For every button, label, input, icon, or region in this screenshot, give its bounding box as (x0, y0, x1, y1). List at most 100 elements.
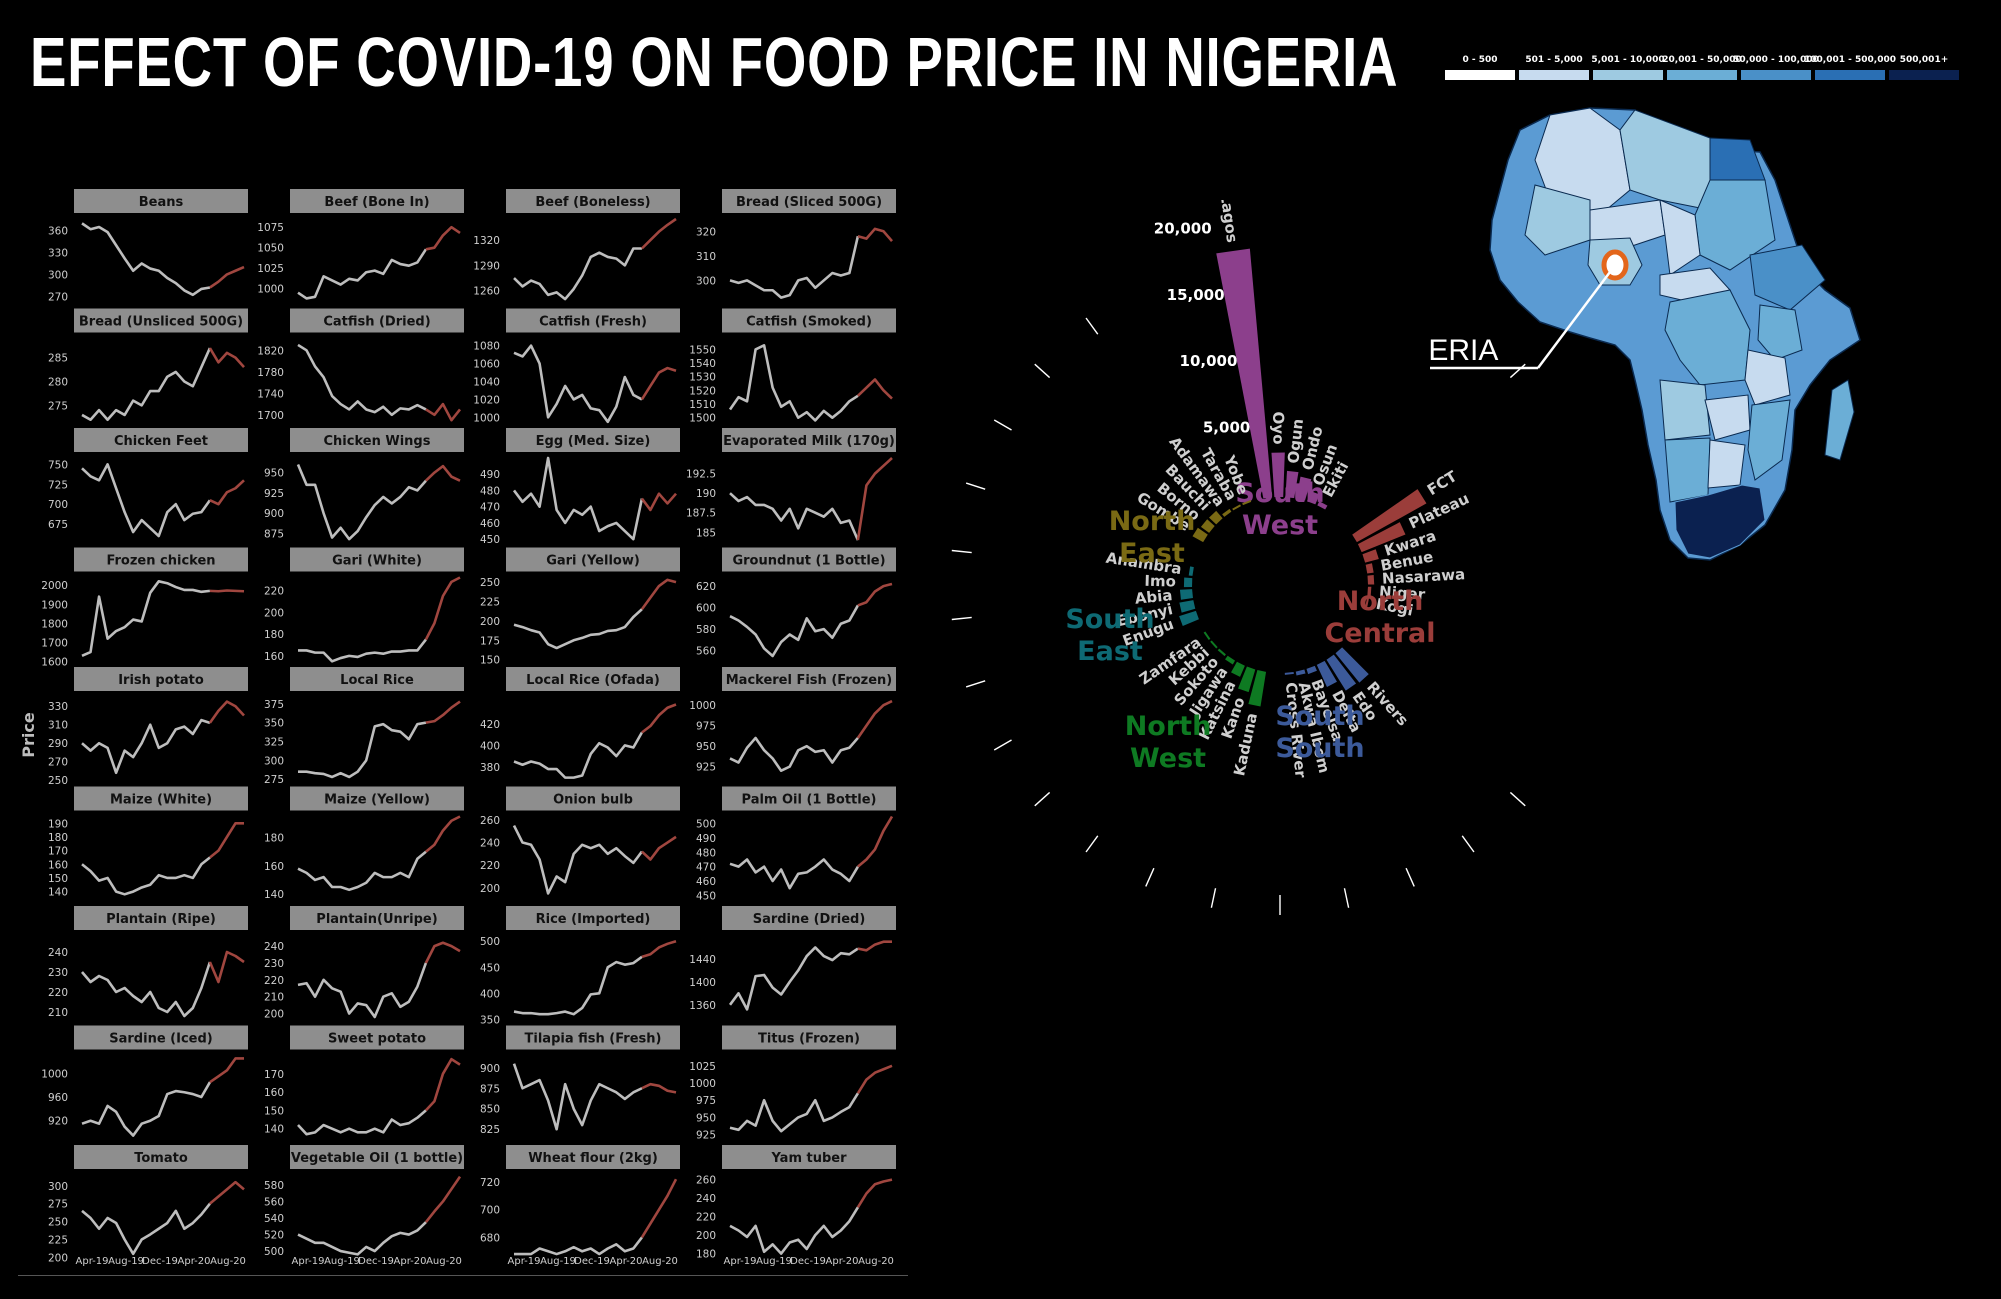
y-tick-label: 160 (264, 1087, 284, 1099)
state-bar (1295, 669, 1306, 676)
panel-title: Beef (Bone In) (324, 195, 429, 210)
y-tick-label: 1510 (689, 399, 716, 411)
panel-title: Mackerel Fish (Frozen) (726, 673, 893, 688)
y-tick-label: 220 (264, 586, 284, 598)
series-line-pre-covid (513, 731, 644, 779)
y-tick-label: 875 (264, 528, 284, 540)
state-bar (1271, 452, 1285, 498)
series-line-covid (640, 217, 677, 250)
y-tick-label: 210 (264, 992, 284, 1004)
panel-title: Vegetable Oil (1 bottle) (291, 1151, 463, 1166)
state-bar (1335, 647, 1369, 683)
y-tick-label: 1440 (689, 954, 716, 966)
ring-tick (1085, 835, 1099, 853)
state-bar (1232, 504, 1241, 511)
y-tick-label: 200 (264, 1009, 284, 1021)
panel-beef-bone-in-: Beef (Bone In) 1075 1050 1025 1000 (257, 189, 464, 300)
y-tick-label: 180 (264, 629, 284, 641)
panel-header (74, 786, 248, 811)
ring-tick (1145, 867, 1155, 887)
series-line-covid (640, 1178, 678, 1239)
country-algeria (1534, 107, 1631, 216)
y-tick-label: 400 (480, 740, 500, 752)
series-line-covid (425, 225, 461, 251)
series-line-covid (209, 589, 245, 593)
series-line-pre-covid (297, 850, 427, 892)
y-tick-label: 240 (480, 838, 500, 850)
legend-label: 5,001 - 10,000 (1591, 55, 1664, 65)
y-tick-label: 230 (264, 958, 284, 970)
panel-plantain-ripe-: Plantain (Ripe) 240 230 220 210 (48, 906, 248, 1019)
country-botswana (1707, 439, 1746, 489)
y-tick-label: 150 (480, 655, 500, 667)
country-namibia (1664, 437, 1711, 503)
y-tick-label: 725 (48, 479, 68, 491)
y-tick-label: 220 (696, 1212, 716, 1224)
legend-label: 50,000 - 100,000 (1733, 55, 1819, 65)
panel-header (506, 308, 680, 333)
series-line-pre-covid (512, 1063, 643, 1131)
series-line-covid (209, 1057, 244, 1084)
y-tick-label: 1025 (689, 1061, 716, 1073)
y-tick-label: 460 (480, 518, 500, 530)
state-bar (1352, 489, 1427, 543)
x-tick-label: Aug-19 (324, 1256, 360, 1267)
y-tick-label: 950 (696, 741, 716, 753)
y-tick-label: 1540 (689, 358, 716, 370)
y-tick-label: 975 (696, 1095, 716, 1107)
x-tick-label: Apr-20 (178, 1256, 211, 1267)
panel-header (506, 786, 680, 811)
y-axis-label: Price (19, 712, 38, 758)
panel-title: Palm Oil (1 Bottle) (742, 793, 877, 808)
series-line-covid (209, 822, 244, 859)
panel-gari-yellow-: Gari (Yellow) 250 225 200 175 150 (480, 547, 680, 667)
y-tick-label: 190 (696, 488, 716, 500)
x-tick-label: Apr-19 (508, 1256, 541, 1267)
y-tick-label: 490 (480, 469, 500, 481)
y-tick-label: 700 (48, 499, 68, 511)
y-tick-label: 1320 (473, 235, 500, 247)
y-tick-label: 1000 (473, 412, 500, 424)
y-tick-label: 220 (48, 987, 68, 999)
panel-title: Sardine (Dried) (753, 912, 866, 927)
y-tick-label: 170 (48, 846, 68, 858)
ring-tick (965, 482, 986, 490)
y-tick-label: 310 (696, 251, 716, 263)
series-line-pre-covid (298, 638, 427, 663)
state-bar (1216, 248, 1273, 499)
ring-tick (1210, 888, 1217, 908)
y-tick-label: 1780 (257, 367, 284, 379)
series-line-covid (640, 366, 677, 401)
x-tick-label: Aug-19 (108, 1256, 144, 1267)
y-tick-label: 225 (48, 1235, 68, 1247)
panel-header (722, 308, 896, 333)
state-bar (1248, 670, 1267, 707)
legend-swatch (1741, 70, 1811, 80)
panel-header (722, 667, 896, 691)
y-tick-label: 200 (48, 1252, 68, 1264)
series-line-pre-covid (81, 580, 211, 658)
y-tick-label: 2000 (41, 580, 68, 592)
y-tick-label: 275 (48, 1199, 68, 1211)
y-tick-label: 180 (696, 1249, 716, 1261)
region-label: West (1130, 743, 1206, 774)
y-tick-label: 620 (696, 581, 716, 593)
series-line-pre-covid (513, 344, 643, 424)
y-tick-label: 1900 (41, 599, 68, 611)
legend-label: 501 - 5,000 (1525, 55, 1582, 65)
panel-title: Bread (Unsliced 500G) (79, 315, 243, 330)
panel-header (722, 1145, 896, 1169)
state-bar (1210, 640, 1218, 649)
country-angola (1659, 379, 1711, 441)
state-bar (1317, 501, 1328, 510)
series-line-covid (856, 1178, 893, 1209)
y-tick-label: 450 (480, 962, 500, 974)
y-tick-label: 960 (48, 1092, 68, 1104)
state-bar (1183, 577, 1193, 588)
ring-tick (993, 419, 1012, 431)
panel-title: Wheat flour (2kg) (528, 1151, 658, 1166)
y-tick-label: 490 (696, 833, 716, 845)
panel-title: Chicken Wings (324, 434, 431, 449)
